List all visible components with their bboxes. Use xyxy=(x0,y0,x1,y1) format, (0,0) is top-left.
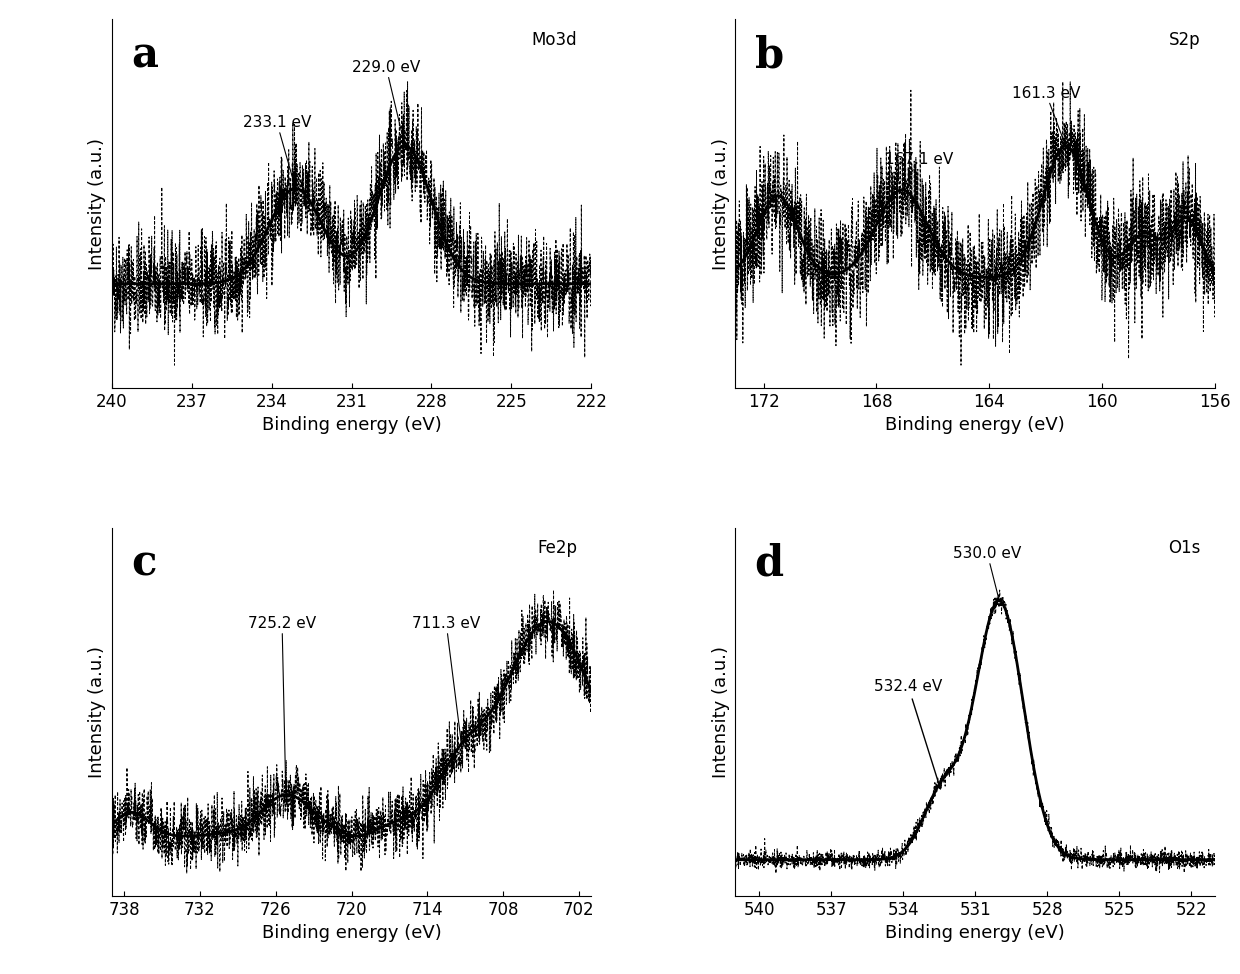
X-axis label: Binding energy (eV): Binding energy (eV) xyxy=(262,416,441,434)
Text: 725.2 eV: 725.2 eV xyxy=(248,616,316,795)
Text: c: c xyxy=(130,543,156,584)
Text: a: a xyxy=(130,34,157,76)
Text: 233.1 eV: 233.1 eV xyxy=(243,115,311,188)
Y-axis label: Intensity (a.u.): Intensity (a.u.) xyxy=(88,646,107,778)
Text: d: d xyxy=(755,543,784,584)
Text: Fe2p: Fe2p xyxy=(537,539,577,557)
Text: O1s: O1s xyxy=(1168,539,1200,557)
Y-axis label: Intensity (a.u.): Intensity (a.u.) xyxy=(712,137,730,270)
Text: S2p: S2p xyxy=(1169,30,1200,49)
Text: 229.0 eV: 229.0 eV xyxy=(352,59,420,146)
Text: 167.1 eV: 167.1 eV xyxy=(884,152,954,190)
Text: b: b xyxy=(755,34,784,76)
Y-axis label: Intensity (a.u.): Intensity (a.u.) xyxy=(88,137,107,270)
X-axis label: Binding energy (eV): Binding energy (eV) xyxy=(885,416,1065,434)
Text: 532.4 eV: 532.4 eV xyxy=(874,679,942,789)
Text: 711.3 eV: 711.3 eV xyxy=(412,616,480,744)
X-axis label: Binding energy (eV): Binding energy (eV) xyxy=(262,924,441,943)
Text: 161.3 eV: 161.3 eV xyxy=(1012,86,1080,146)
Text: Mo3d: Mo3d xyxy=(532,30,577,49)
Text: 530.0 eV: 530.0 eV xyxy=(954,545,1022,601)
Y-axis label: Intensity (a.u.): Intensity (a.u.) xyxy=(712,646,730,778)
X-axis label: Binding energy (eV): Binding energy (eV) xyxy=(885,924,1065,943)
